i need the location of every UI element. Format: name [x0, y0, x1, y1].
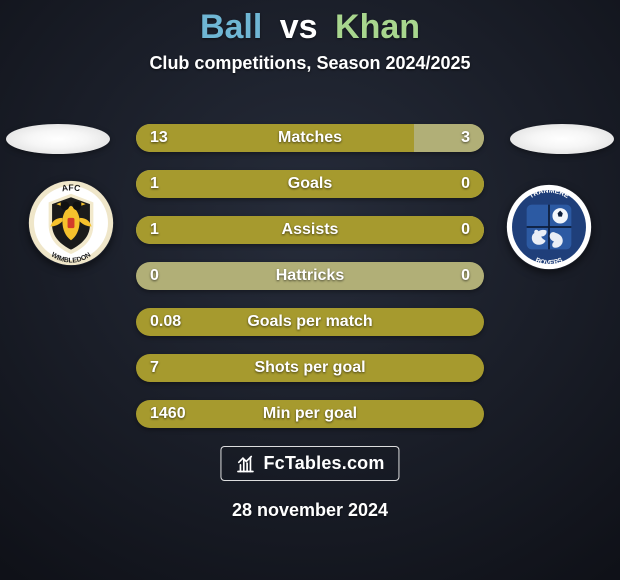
watermark-text: FcTables.com	[263, 453, 384, 474]
title-right: Khan	[335, 8, 420, 46]
title-vs: vs	[280, 8, 318, 46]
team-badge-left: AFC WIMBLEDON	[28, 180, 114, 266]
team-badge-right: TRANMERE ROVERS	[506, 184, 592, 270]
stat-bars: Matches133 Goals10 Assists10 Hattricks0 0 Goa…	[136, 124, 484, 446]
stat-seg-left	[136, 170, 484, 198]
page-title: Ball vs Khan	[0, 0, 620, 47]
badge-left-top-text: AFC	[61, 182, 81, 193]
stat-row: Goals per match0.08	[136, 308, 484, 336]
wicon-stroke	[238, 456, 253, 471]
stat-value-right: 0	[461, 262, 470, 290]
stat-row: Shots per goal7	[136, 354, 484, 382]
stat-label: Hattricks	[136, 262, 484, 290]
stat-seg-right	[414, 124, 484, 152]
subtitle: Club competitions, Season 2024/2025	[0, 53, 620, 74]
stat-label: Shots per goal	[136, 354, 484, 382]
stat-row: Hattricks0 0	[136, 262, 484, 290]
eagle-chest	[68, 218, 75, 228]
stat-row: Assists10	[136, 216, 484, 244]
stat-value-left: 1460	[150, 400, 186, 428]
date-label: 28 november 2024	[0, 500, 620, 521]
player-ellipse-left	[6, 124, 110, 154]
player-ellipse-right	[510, 124, 614, 154]
football-icon	[552, 208, 567, 223]
stat-row: Goals10	[136, 170, 484, 198]
stat-seg-left	[136, 216, 484, 244]
stat-row: Min per goal1460	[136, 400, 484, 428]
stat-label: Min per goal	[136, 400, 484, 428]
eagle-head-r	[73, 202, 82, 211]
bar-chart-icon	[235, 454, 255, 474]
stat-value-left: 0.08	[150, 308, 181, 336]
eagle-head-l	[61, 202, 70, 211]
stat-row: Matches133	[136, 124, 484, 152]
stat-value-left: 7	[150, 354, 159, 382]
stat-value-left: 0	[150, 262, 159, 290]
stat-seg-left	[136, 124, 414, 152]
title-left: Ball	[200, 8, 262, 46]
watermark: FcTables.com	[220, 446, 399, 481]
stat-label: Goals per match	[136, 308, 484, 336]
